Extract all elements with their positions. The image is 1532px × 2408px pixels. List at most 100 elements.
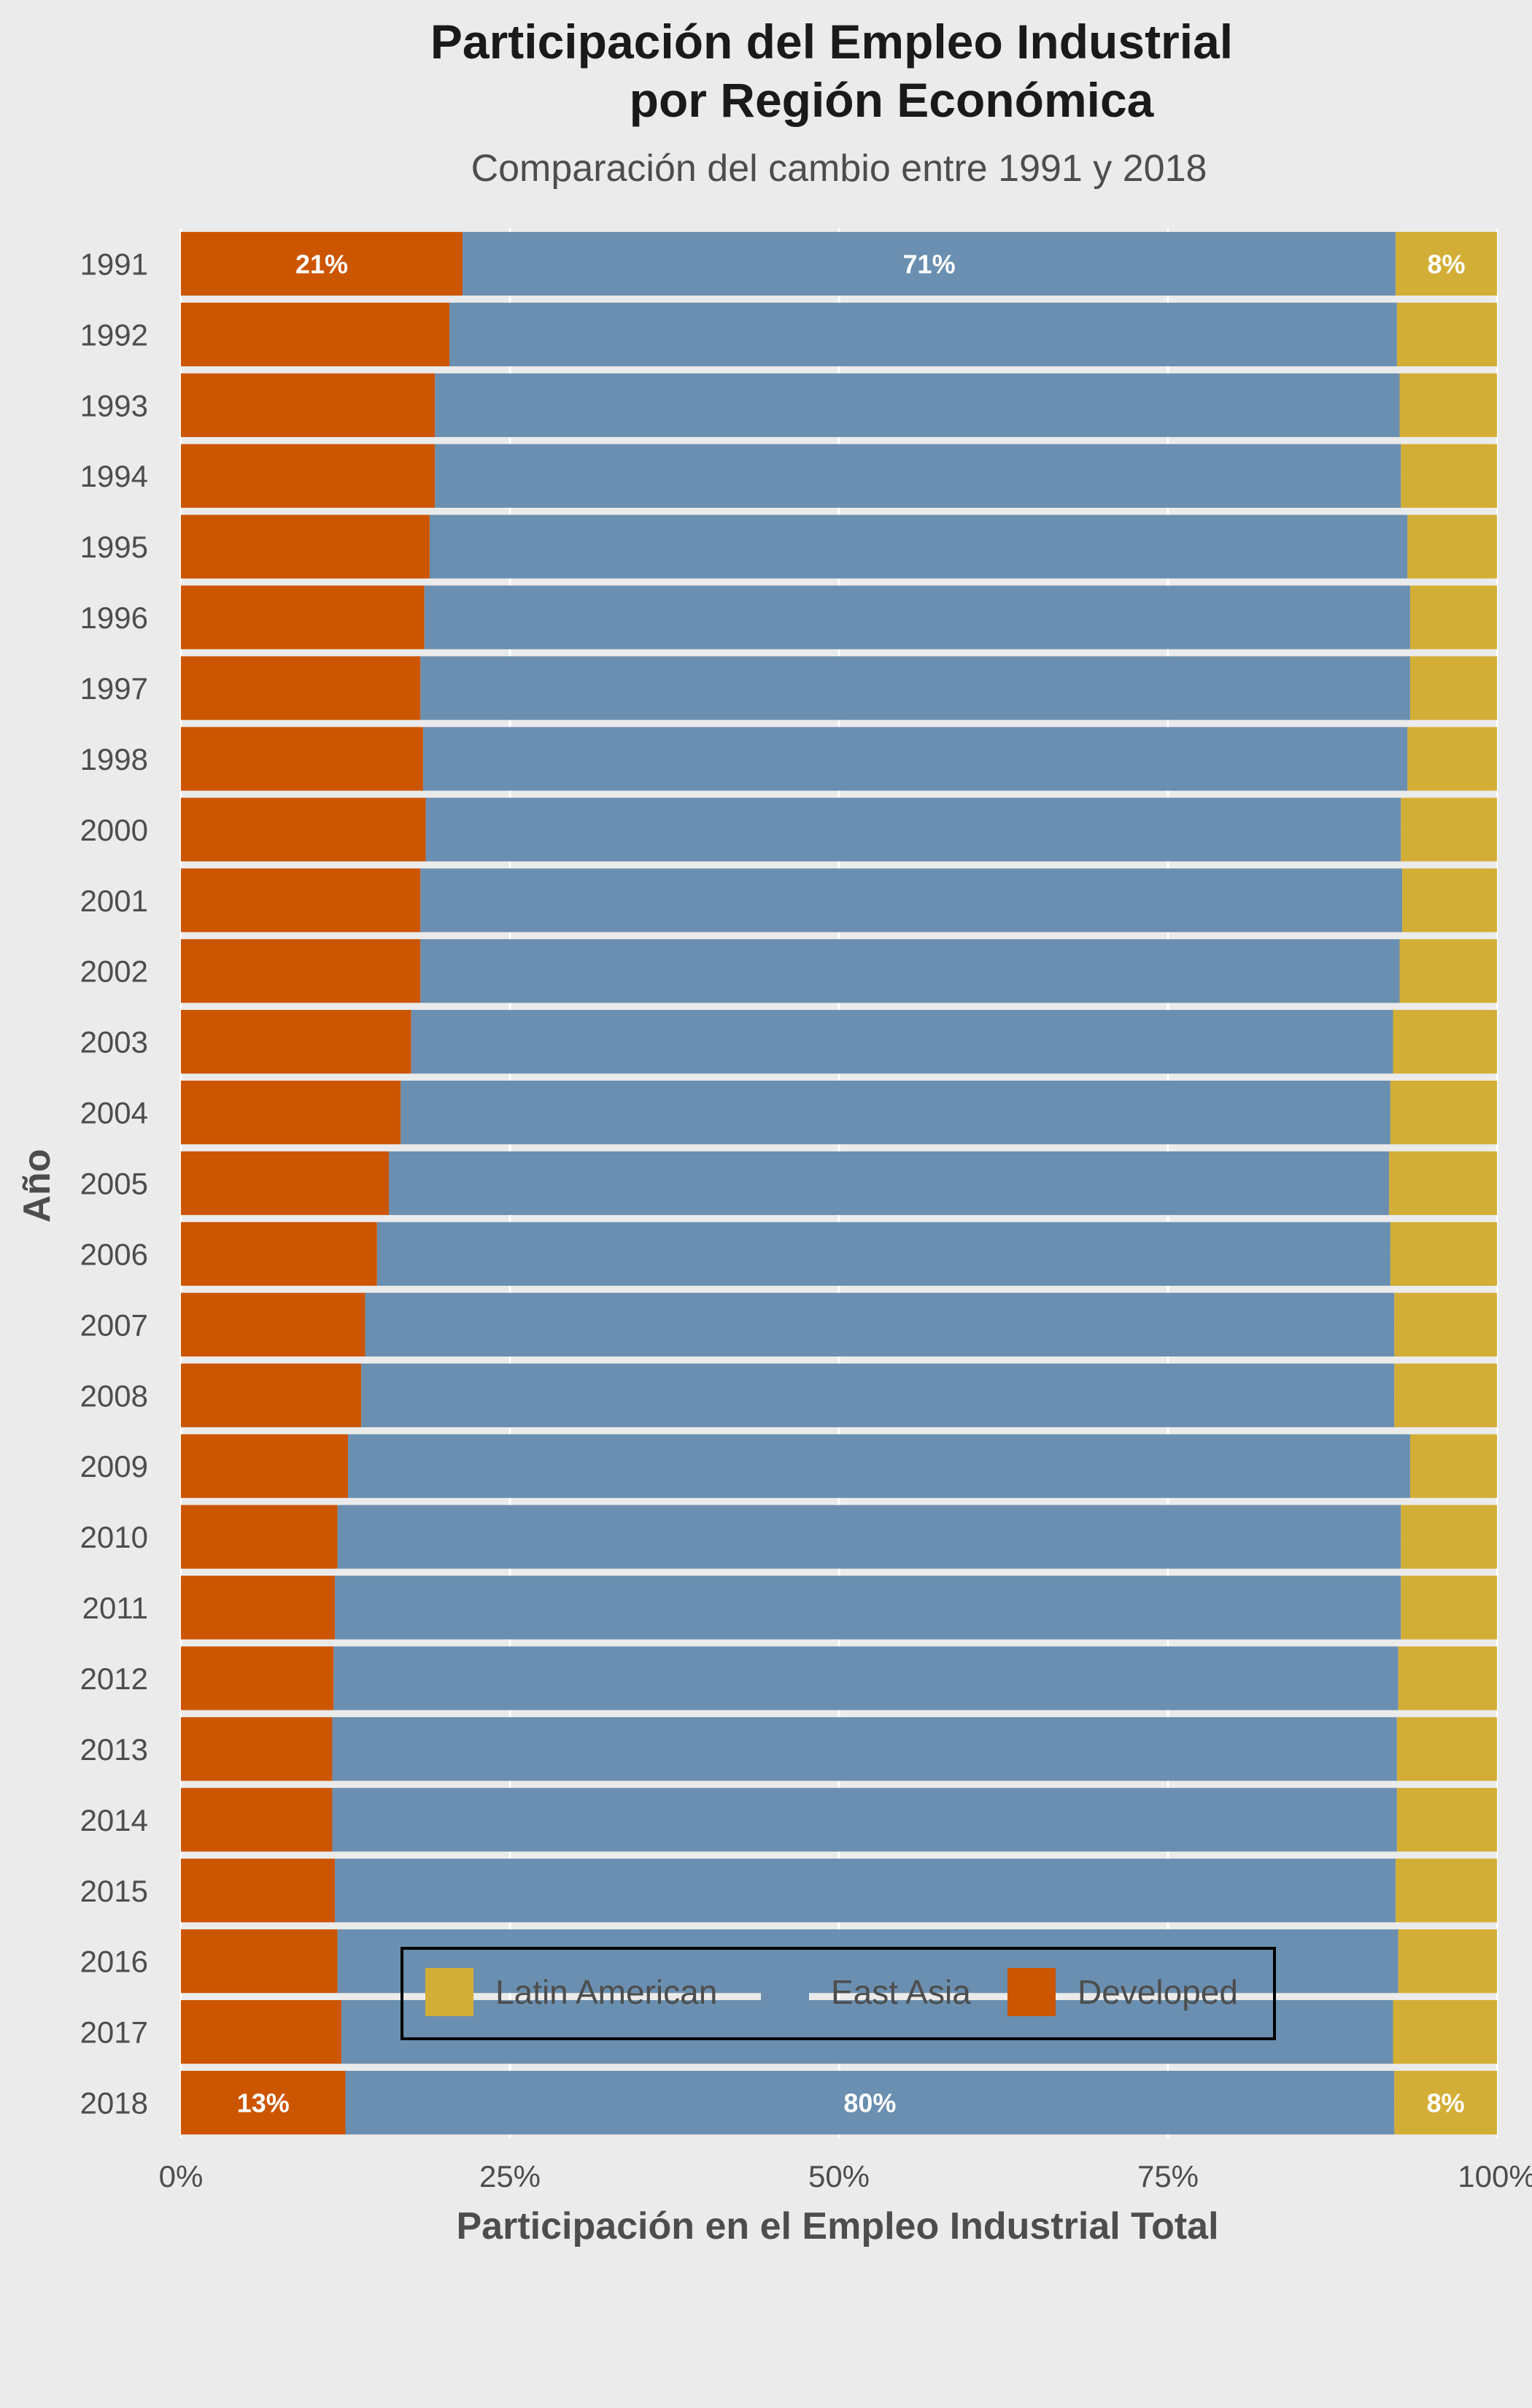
bar-east-asia-2008 (361, 1363, 1395, 1427)
bar-developed-2011 (181, 1575, 336, 1640)
bar-latin-american-2005 (1389, 1151, 1497, 1216)
y-tick-label-2014: 2014 (80, 1803, 148, 1837)
bar-latin-american-2007 (1394, 1292, 1497, 1357)
legend-swatch-latin-american (425, 1968, 473, 2016)
y-tick-label-1995: 1995 (80, 530, 148, 564)
segment-label-1991-latin-american: 8% (1428, 249, 1466, 279)
x-tick-label-4: 100% (1458, 2159, 1532, 2193)
bar-east-asia-2016 (337, 1929, 1398, 1994)
bar-developed-2018 (181, 2070, 346, 2135)
bar-developed-2009 (181, 1434, 349, 1498)
bar-latin-american-2008 (1394, 1363, 1497, 1427)
y-tick-label-2005: 2005 (80, 1167, 148, 1201)
bar-east-asia-1992 (449, 302, 1397, 367)
bar-latin-american-2004 (1390, 1080, 1497, 1145)
segment-labels: 21% 71% 8% 13% 80% 8% (237, 249, 1466, 2118)
bar-developed-2007 (181, 1292, 365, 1357)
bar-latin-american-2009 (1409, 1434, 1497, 1498)
legend-label-latin-american: Latin American (495, 1973, 717, 2011)
bar-east-asia-1991 (463, 231, 1396, 296)
x-axis-ticks: 0% 25% 50% 75% 100% (159, 2159, 1532, 2193)
bar-latin-american-1995 (1407, 514, 1497, 579)
bar-developed-2010 (181, 1505, 338, 1569)
bar-east-asia-2002 (420, 939, 1400, 1003)
x-tick-label-1: 25% (479, 2159, 541, 2193)
bar-latin-american-1998 (1407, 727, 1497, 791)
bar-developed-2003 (181, 1010, 411, 1074)
x-axis-title: Participación en el Empleo Industrial To… (456, 2205, 1218, 2247)
bar-latin-american-2010 (1401, 1505, 1497, 1569)
bar-latin-american-2015 (1396, 1859, 1497, 1923)
bar-developed-1997 (181, 656, 421, 720)
y-tick-label-2018: 2018 (80, 2086, 148, 2120)
bar-east-asia-2015 (335, 1859, 1396, 1923)
bar-east-asia-2007 (365, 1292, 1395, 1357)
y-tick-label-2004: 2004 (80, 1096, 148, 1130)
bar-east-asia-2004 (401, 1080, 1390, 1145)
bar-latin-american-1997 (1409, 656, 1497, 720)
y-tick-label-1997: 1997 (80, 671, 148, 706)
y-tick-label-2016: 2016 (80, 1945, 148, 1979)
legend: Latin American East Asia Developed (401, 1947, 1276, 2040)
bar-east-asia-2006 (376, 1222, 1390, 1286)
bar-latin-american-2011 (1401, 1575, 1497, 1640)
y-tick-label-2009: 2009 (80, 1449, 148, 1483)
bar-developed-2016 (181, 1929, 338, 1994)
bar-east-asia-2011 (335, 1575, 1401, 1640)
segment-label-2018-east-asia: 80% (843, 2088, 896, 2118)
y-tick-label-2006: 2006 (80, 1237, 148, 1271)
bar-latin-american-2002 (1399, 939, 1497, 1003)
y-tick-label-1993: 1993 (80, 388, 148, 422)
bar-latin-american-1994 (1401, 444, 1497, 508)
y-tick-label-2017: 2017 (80, 2015, 148, 2050)
bar-developed-2017 (181, 1999, 342, 2064)
x-tick-label-3: 75% (1137, 2159, 1199, 2193)
bar-latin-american-2012 (1398, 1646, 1497, 1710)
bar-developed-1996 (181, 585, 425, 649)
x-tick-label-0: 0% (159, 2159, 204, 2193)
bar-east-asia-2014 (332, 1788, 1397, 1852)
y-tick-label-2013: 2013 (80, 1732, 148, 1767)
y-tick-label-1994: 1994 (80, 459, 148, 493)
y-tick-label-2003: 2003 (80, 1025, 148, 1060)
bar-east-asia-1994 (435, 444, 1401, 508)
bar-developed-2008 (181, 1363, 362, 1427)
bar-east-asia-2010 (337, 1505, 1401, 1569)
bar-east-asia-1997 (420, 656, 1410, 720)
bar-latin-american-2018 (1394, 2070, 1497, 2135)
bar-latin-american-2017 (1393, 1999, 1497, 2064)
bar-developed-2000 (181, 798, 426, 862)
y-tick-label-2011: 2011 (82, 1591, 148, 1625)
bars (181, 231, 1497, 2135)
y-tick-label-1992: 1992 (80, 317, 148, 352)
bar-developed-2002 (181, 939, 421, 1003)
bar-developed-1994 (181, 444, 436, 508)
segment-label-2018-developed: 13% (237, 2088, 290, 2118)
bar-latin-american-2014 (1396, 1788, 1497, 1852)
bar-east-asia-2003 (411, 1010, 1393, 1074)
legend-swatch-developed (1007, 1968, 1056, 2016)
y-tick-label-2008: 2008 (80, 1378, 148, 1413)
y-axis-ticks: 1991 1992 1993 1994 1995 1996 1997 1998 2000 2001… (80, 247, 148, 2120)
bar-developed-1992 (181, 302, 450, 367)
bar-east-asia-1996 (424, 585, 1410, 649)
y-tick-label-2012: 2012 (80, 1662, 148, 1696)
bar-developed-2012 (181, 1646, 334, 1710)
bar-east-asia-2005 (389, 1151, 1390, 1216)
y-tick-label-1998: 1998 (80, 742, 148, 776)
y-tick-label-1991: 1991 (80, 247, 148, 281)
bar-developed-1993 (181, 373, 436, 437)
y-tick-label-2002: 2002 (80, 954, 148, 989)
bar-developed-2001 (181, 868, 421, 933)
legend-label-east-asia: East Asia (831, 1973, 971, 2011)
bar-developed-2013 (181, 1717, 333, 1781)
bar-east-asia-2012 (333, 1646, 1398, 1710)
bar-east-asia-2018 (345, 2070, 1395, 2135)
bar-developed-2014 (181, 1788, 333, 1852)
segment-label-1991-east-asia: 71% (903, 249, 956, 279)
y-tick-label-2001: 2001 (80, 884, 148, 918)
y-tick-label-2000: 2000 (80, 813, 148, 847)
bar-latin-american-2000 (1401, 798, 1497, 862)
bar-developed-2004 (181, 1080, 401, 1145)
legend-swatch-east-asia (761, 1968, 809, 2016)
